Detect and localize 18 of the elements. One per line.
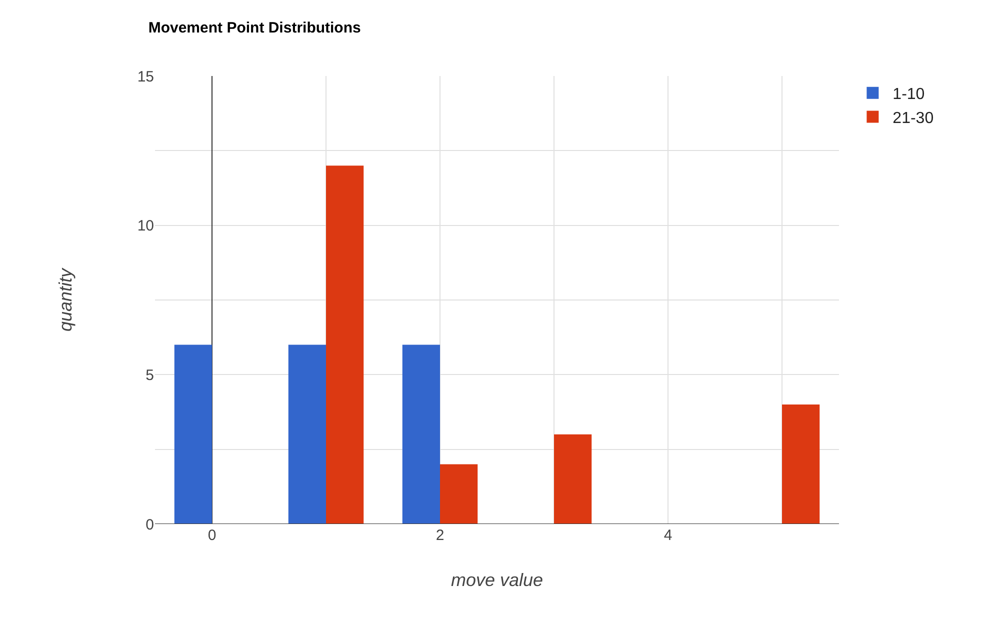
bar — [402, 344, 440, 524]
x-tick-label: 0 — [208, 527, 216, 544]
bar — [782, 404, 820, 524]
y-tick-label: 15 — [137, 68, 154, 86]
y-tick-label: 5 — [146, 366, 154, 384]
bar — [174, 344, 212, 524]
chart-title: Movement Point Distributions — [148, 19, 361, 36]
x-axis-title: move value — [450, 570, 544, 590]
x-tick-label: 4 — [664, 527, 672, 544]
legend-label: 21-30 — [892, 110, 934, 127]
legend-label: 1-10 — [892, 86, 925, 104]
bar — [440, 464, 478, 524]
bar — [288, 344, 326, 524]
y-tick-label: 10 — [137, 218, 154, 235]
bar — [554, 434, 592, 524]
y-axis-title: quantity — [56, 267, 76, 332]
x-tick-label: 2 — [436, 527, 444, 544]
bar — [326, 166, 364, 524]
